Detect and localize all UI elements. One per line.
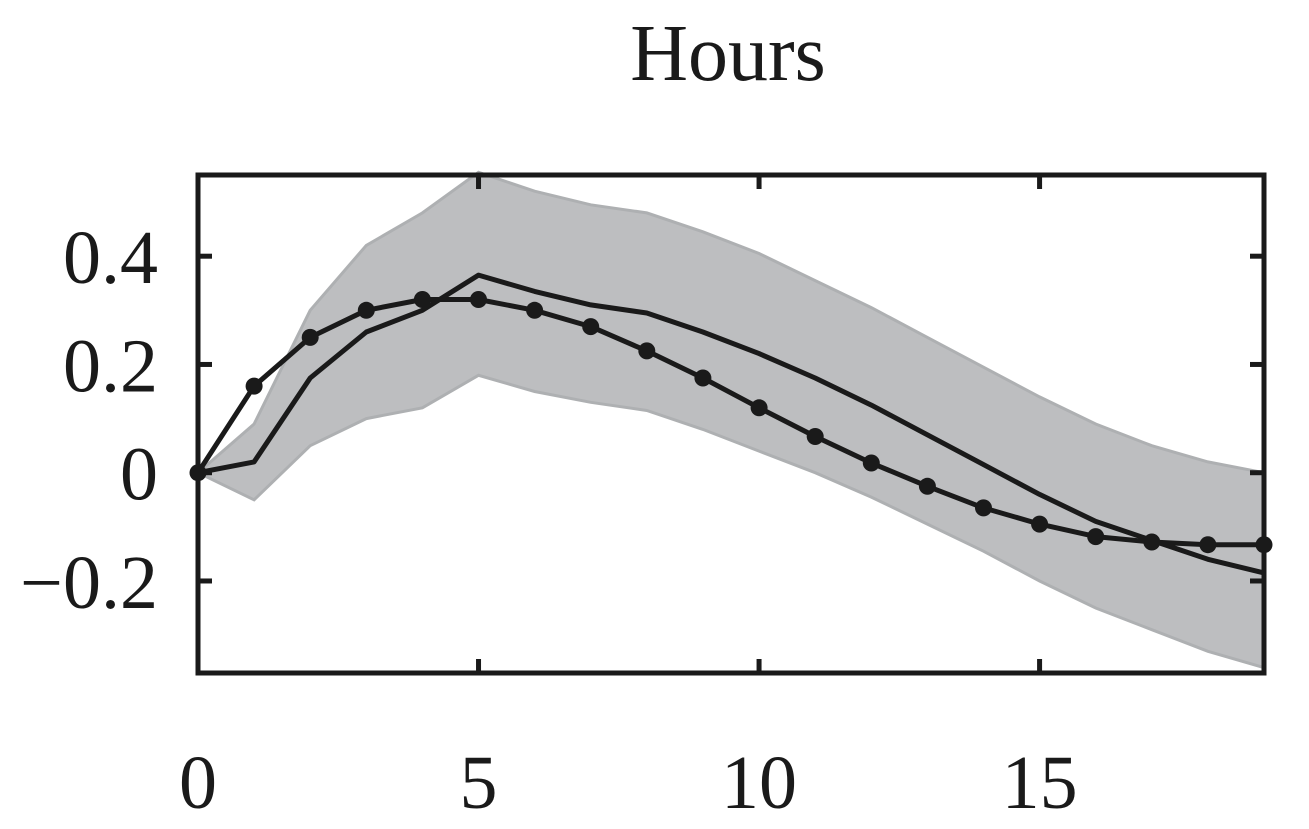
series-2-marker <box>862 454 880 472</box>
series-2-marker <box>357 301 375 319</box>
x-tick-label: 10 <box>721 741 797 825</box>
y-tick-label: 0 <box>120 433 158 517</box>
series-2-marker <box>750 399 768 417</box>
series-2-marker <box>806 428 824 445</box>
series-line-1 <box>197 272 1265 576</box>
x-tick-label: 5 <box>460 741 498 825</box>
x-tick-label: 15 <box>1002 741 1078 825</box>
series-2-marker <box>1087 528 1105 546</box>
series-line-2 <box>195 297 1264 548</box>
series-2-marker <box>918 477 936 495</box>
y-tick-label: 0.2 <box>63 324 158 408</box>
series-2-marker <box>301 328 319 346</box>
confidence-band <box>195 170 1266 670</box>
series-2-marker <box>1143 533 1161 551</box>
series-2-marker <box>245 377 263 395</box>
series-2-marker <box>975 499 992 517</box>
series-2-marker <box>1031 515 1049 533</box>
y-tick-label: −0.2 <box>20 541 158 625</box>
series-2-marker <box>470 291 487 308</box>
series-2-marker <box>694 369 712 387</box>
chart-title: Hours <box>630 10 826 98</box>
series-2-marker <box>582 318 600 336</box>
y-tick-label: 0.4 <box>63 216 158 300</box>
series-2-marker <box>526 301 544 319</box>
x-tick-label: 0 <box>179 741 217 825</box>
series-2-marker <box>1199 536 1217 554</box>
plot-frame <box>195 172 1267 676</box>
plot-area: 0 5 10 15 −0.2 0 0.2 0.4 <box>20 170 1273 825</box>
series-2-marker <box>638 342 656 360</box>
series-2-marker <box>413 291 431 308</box>
